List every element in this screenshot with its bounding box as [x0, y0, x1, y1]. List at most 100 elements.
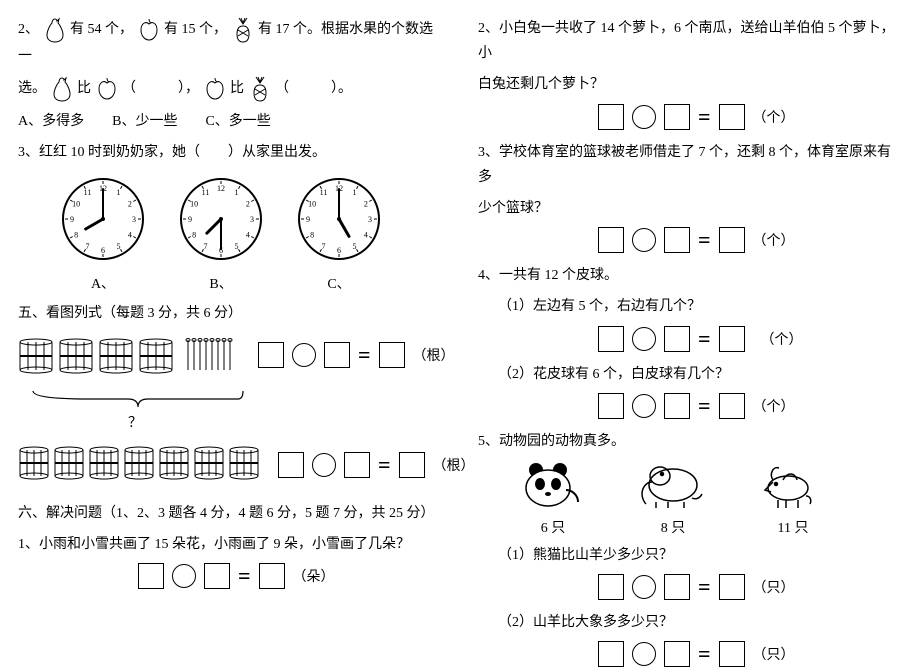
svg-text:2: 2 [246, 199, 250, 208]
svg-text:9: 9 [188, 215, 192, 224]
eq5-1: = （根） [258, 342, 455, 368]
svg-text:6: 6 [101, 246, 105, 255]
eq-sign: = [698, 393, 711, 419]
eq-unit: （个） [761, 329, 803, 349]
eq-box [719, 227, 745, 253]
eq-sign: = [698, 641, 711, 667]
eq-unit: （只） [753, 577, 795, 597]
eq-box [598, 393, 624, 419]
svg-text:5: 5 [117, 241, 121, 250]
eq-r5-2: = （只） [598, 641, 902, 667]
svg-text:8: 8 [192, 230, 196, 239]
clock-label-a: A、 [58, 273, 148, 293]
eq-unit: （朵） [293, 566, 335, 586]
svg-text:7: 7 [86, 241, 90, 250]
qmark-text: ？ [128, 416, 142, 431]
count-panda: 6 只 [518, 517, 588, 537]
svg-text:10: 10 [190, 199, 198, 208]
eq-box [598, 326, 624, 352]
right-column: 2、小白兔一共收了 14 个萝卜，6 个南瓜，送给山羊伯伯 5 个萝卜，小 白兔… [460, 0, 920, 650]
rq4-s1: （1）左边有 5 个，右边有几个？ [498, 294, 902, 319]
q2-opts: A、多得多 B、少一些 C、多一些 [18, 109, 442, 134]
svg-text:1: 1 [353, 188, 357, 197]
eq-box [278, 452, 304, 478]
eq-op [172, 564, 196, 588]
svg-text:1: 1 [235, 188, 239, 197]
svg-text:11: 11 [84, 188, 92, 197]
eq-box [719, 574, 745, 600]
eq-box [259, 563, 285, 589]
eq-box [399, 452, 425, 478]
left-column: 2、 有 54 个， 有 15 个， 有 17 个。根据水果的个数选一 选。 比… [0, 0, 460, 650]
svg-text:7: 7 [204, 241, 208, 250]
eq-box [324, 342, 350, 368]
eq-box [664, 326, 690, 352]
clock-b: 123456789101112 [176, 174, 266, 269]
eq-box [204, 563, 230, 589]
svg-text:7: 7 [322, 241, 326, 250]
clock-c: 123456789101112 [294, 174, 384, 269]
q2-cmp1: 比 [77, 81, 91, 96]
clock-row: 123456789101112 123456789101112 12345678… [58, 174, 442, 269]
eq-box [664, 104, 690, 130]
q3-text: 3、红红 10 时到奶奶家，她（ ）从家里出发。 [18, 140, 442, 165]
eq-box [379, 342, 405, 368]
bundle-2: = （根） [18, 444, 442, 493]
eq-op [312, 453, 336, 477]
svg-text:3: 3 [368, 215, 372, 224]
eq-box [664, 227, 690, 253]
eq-box [719, 393, 745, 419]
q2-t2: 有 15 个， [164, 22, 227, 37]
eq-box [598, 227, 624, 253]
eq-r2: = （个） [598, 104, 902, 130]
eq-box [719, 326, 745, 352]
eq-unit: （个） [753, 107, 795, 127]
eq-op [632, 642, 656, 666]
clock-label-b: B、 [176, 273, 266, 293]
sec6-title: 六、解决问题（1、2、3 题各 4 分，4 题 6 分，5 题 7 分，共 25… [18, 501, 442, 526]
eq-box [664, 393, 690, 419]
svg-text:2: 2 [128, 199, 132, 208]
eq-op [632, 394, 656, 418]
eq-op [632, 327, 656, 351]
q2-b1: （ ）， [122, 81, 199, 96]
pineapple-icon-2 [248, 75, 272, 103]
clock-label-c: C、 [294, 273, 384, 293]
eq-box [344, 452, 370, 478]
bundles-svg-1 [18, 332, 248, 385]
svg-text:5: 5 [235, 241, 239, 250]
eq-box [598, 104, 624, 130]
eq5-2: = （根） [278, 452, 475, 478]
svg-text:3: 3 [250, 215, 254, 224]
eq-box [258, 342, 284, 368]
pineapple-icon [231, 16, 255, 44]
eq-unit: （个） [753, 230, 795, 250]
rq4-title: 4、一共有 12 个皮球。 [478, 263, 902, 288]
svg-text:1: 1 [117, 188, 121, 197]
q2-sel: 选。 [18, 81, 46, 96]
svg-text:10: 10 [72, 199, 80, 208]
svg-text:3: 3 [132, 215, 136, 224]
rq3-l1: 3、学校体育室的篮球被老师借走了 7 个，还剩 8 个，体育室原来有多 [478, 140, 902, 190]
svg-text:11: 11 [320, 188, 328, 197]
panda-icon [518, 460, 588, 515]
eq-box [598, 641, 624, 667]
bundle-1: = （根） [18, 332, 442, 385]
rq5-s2: （2）山羊比大象多多少只？ [498, 610, 902, 635]
svg-text:4: 4 [364, 230, 368, 239]
rq3-l2: 少个篮球？ [478, 196, 902, 221]
count-goat: 11 只 [758, 517, 828, 537]
q2-prefix: 2、 [18, 22, 39, 37]
svg-text:5: 5 [353, 241, 357, 250]
svg-text:8: 8 [310, 230, 314, 239]
q2-b2: （ ）。 [275, 81, 352, 96]
animal-row [518, 460, 902, 515]
svg-text:11: 11 [202, 188, 210, 197]
eq-box [664, 641, 690, 667]
apple-icon [137, 16, 161, 44]
eq-sign: = [358, 342, 371, 368]
q2-line1: 2、 有 54 个， 有 15 个， 有 17 个。根据水果的个数选一 [18, 16, 442, 69]
count-elephant: 8 只 [638, 517, 708, 537]
eq-sign: = [238, 563, 251, 589]
eq-sign: = [378, 452, 391, 478]
